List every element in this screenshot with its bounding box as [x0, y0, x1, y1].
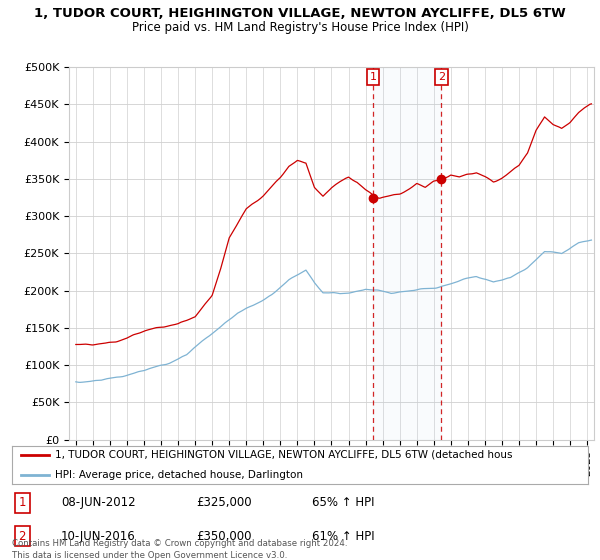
- Text: 2: 2: [19, 530, 26, 543]
- Text: 2: 2: [438, 72, 445, 82]
- Text: HPI: Average price, detached house, Darlington: HPI: Average price, detached house, Darl…: [55, 470, 303, 480]
- Text: 61% ↑ HPI: 61% ↑ HPI: [311, 530, 374, 543]
- Text: 1: 1: [370, 72, 377, 82]
- Bar: [373, 67, 441, 440]
- Text: 1: 1: [19, 496, 26, 509]
- Text: Contains HM Land Registry data © Crown copyright and database right 2024.
This d: Contains HM Land Registry data © Crown c…: [12, 539, 347, 560]
- Text: 65% ↑ HPI: 65% ↑ HPI: [311, 496, 374, 509]
- Text: 1, TUDOR COURT, HEIGHINGTON VILLAGE, NEWTON AYCLIFFE, DL5 6TW: 1, TUDOR COURT, HEIGHINGTON VILLAGE, NEW…: [34, 7, 566, 20]
- Text: 08-JUN-2012: 08-JUN-2012: [61, 496, 136, 509]
- Text: £350,000: £350,000: [196, 530, 252, 543]
- Text: £325,000: £325,000: [196, 496, 252, 509]
- Text: 10-JUN-2016: 10-JUN-2016: [61, 530, 136, 543]
- Text: Price paid vs. HM Land Registry's House Price Index (HPI): Price paid vs. HM Land Registry's House …: [131, 21, 469, 34]
- Text: 1, TUDOR COURT, HEIGHINGTON VILLAGE, NEWTON AYCLIFFE, DL5 6TW (detached hous: 1, TUDOR COURT, HEIGHINGTON VILLAGE, NEW…: [55, 450, 513, 460]
